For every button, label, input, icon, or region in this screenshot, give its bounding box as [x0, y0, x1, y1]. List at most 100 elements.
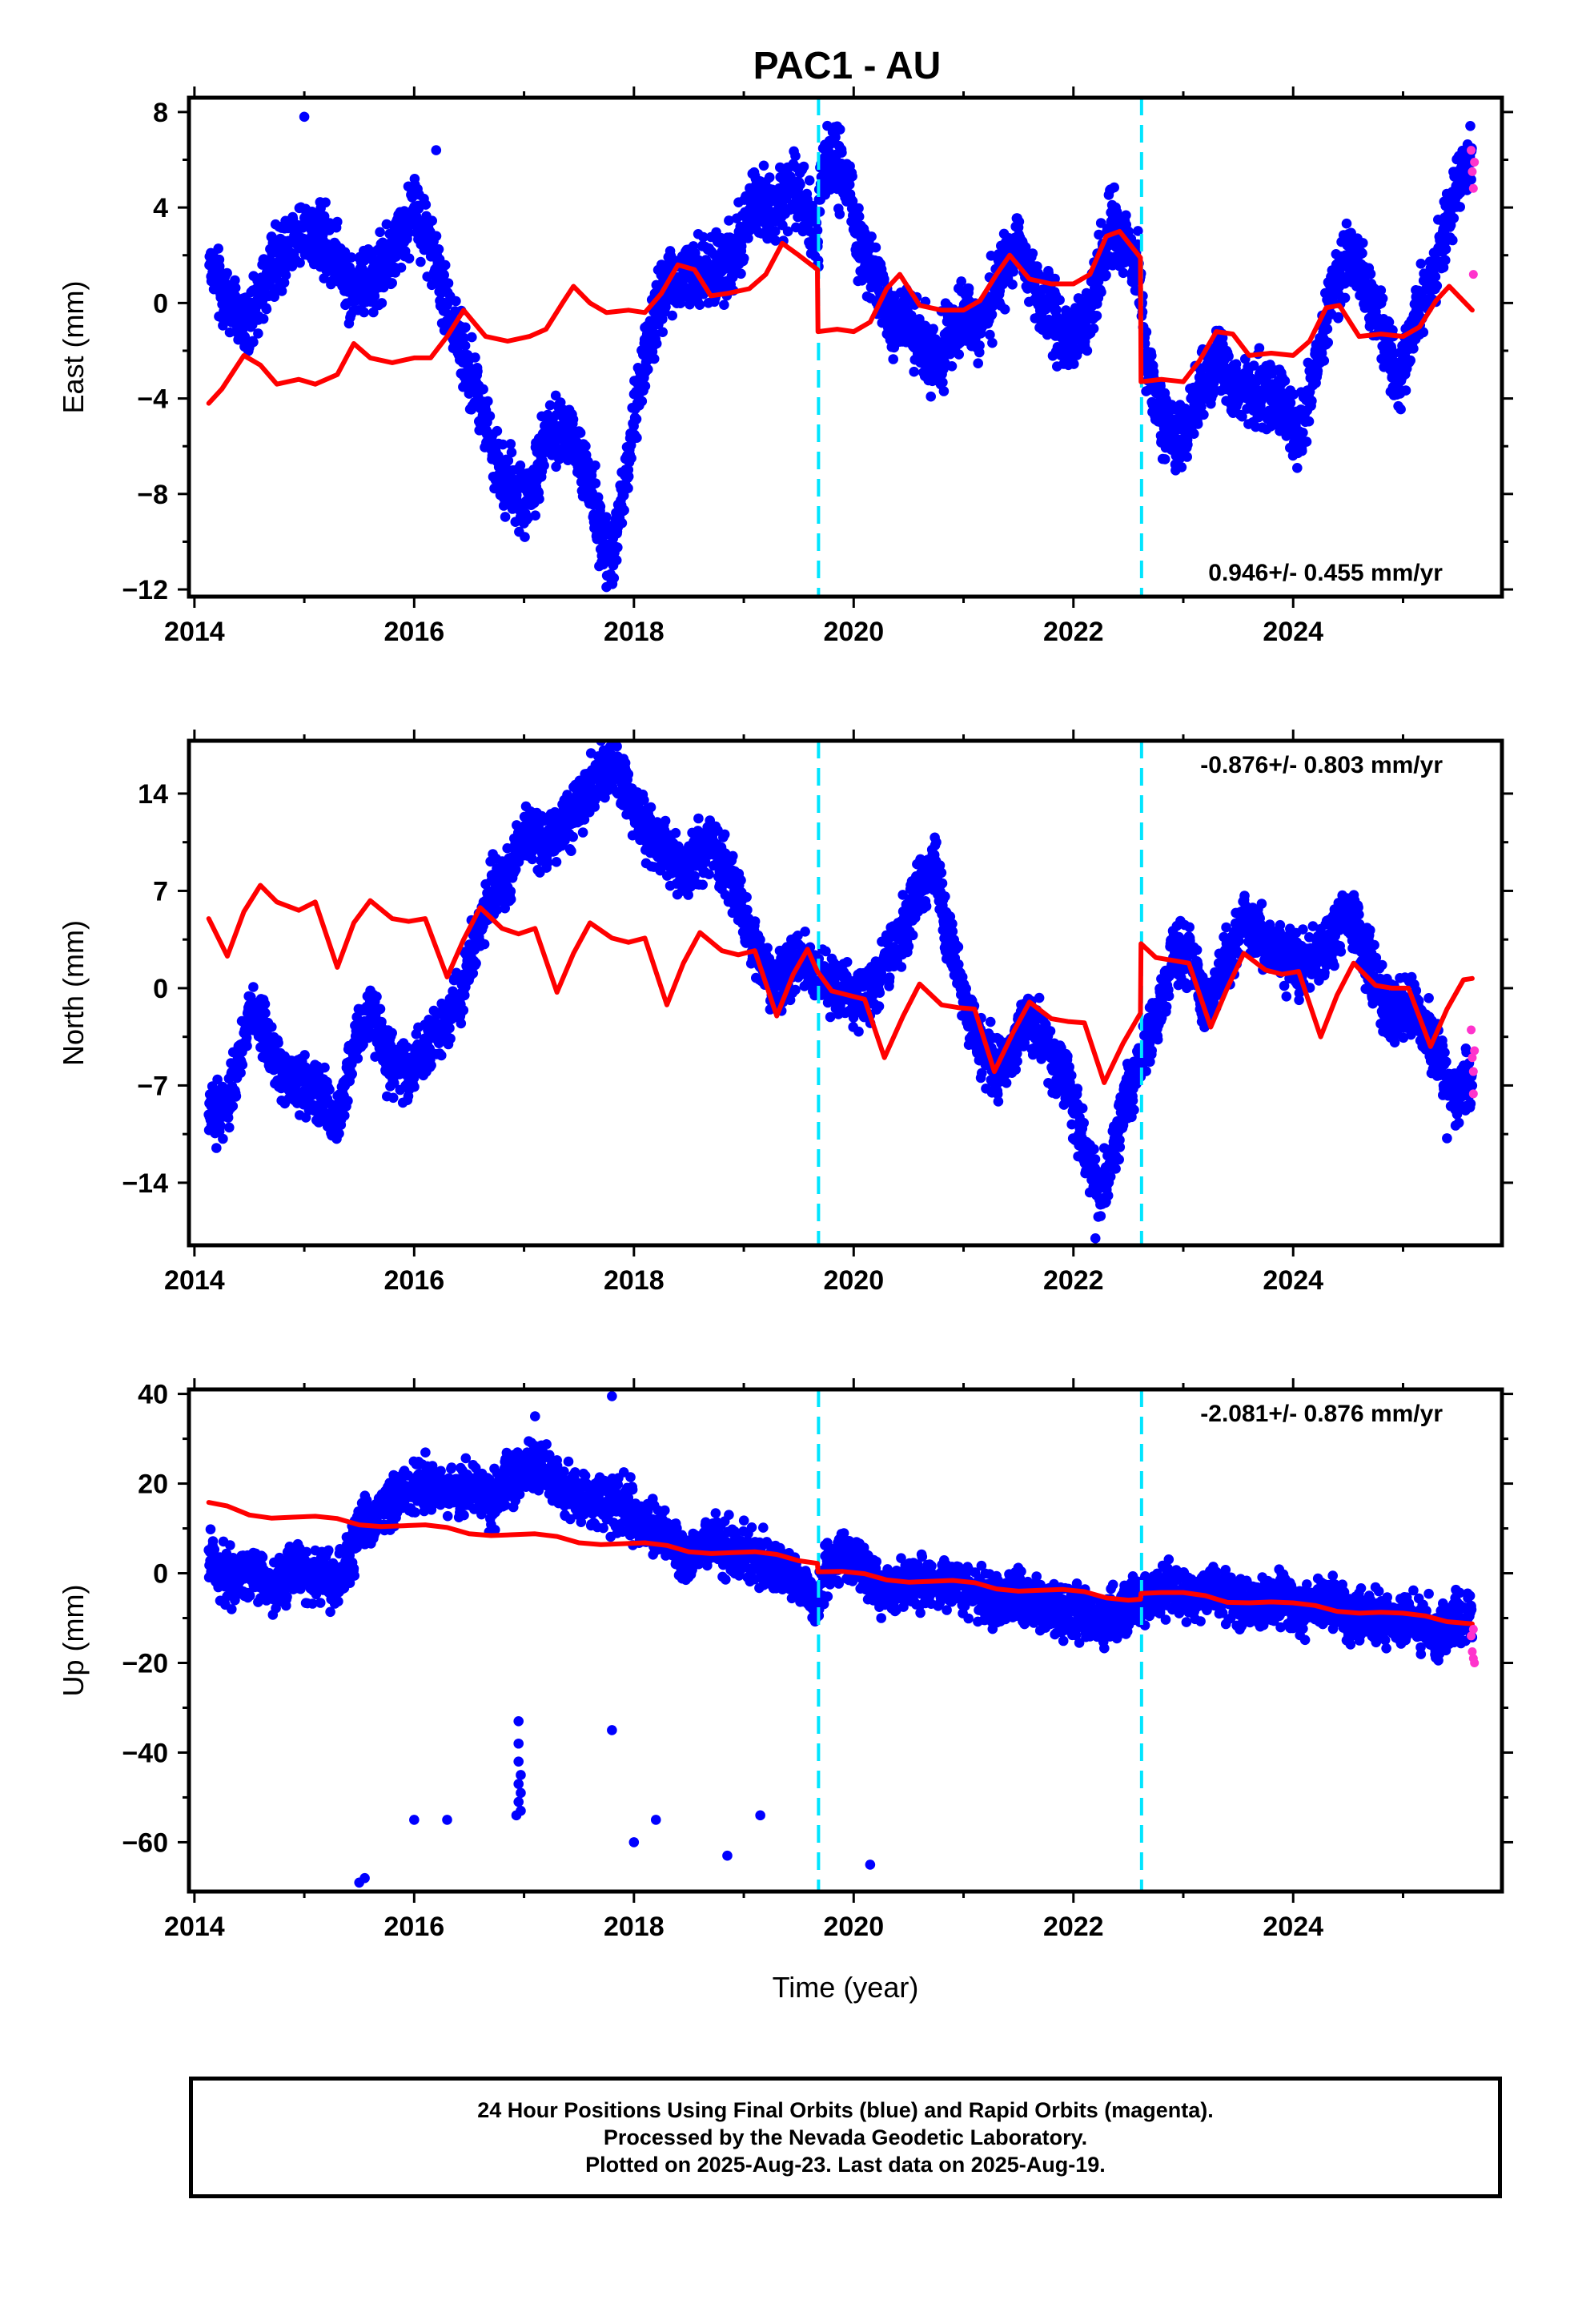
final-orbit-point [1199, 409, 1209, 420]
final-orbit-point [1307, 396, 1317, 406]
x-tick-label: 2022 [1043, 617, 1104, 647]
final-orbit-point [280, 270, 291, 280]
final-orbit-point [484, 411, 496, 421]
final-orbit-point [568, 414, 579, 424]
final-orbit-point [956, 276, 966, 287]
final-orbit-point [926, 391, 936, 402]
final-orbit-point [401, 1042, 412, 1052]
final-orbit-point [694, 300, 705, 311]
final-orbit-point [497, 439, 508, 450]
final-orbit-point [371, 991, 382, 1002]
final-orbit-point [431, 231, 442, 242]
final-orbit-point [276, 286, 287, 296]
final-orbit-point [866, 231, 877, 242]
final-orbit-point [648, 353, 660, 364]
final-orbit-point [224, 1122, 235, 1133]
final-orbit-point [698, 231, 709, 243]
final-orbit-point [260, 1007, 271, 1019]
final-orbit-point [1431, 280, 1443, 292]
final-orbit-point [1050, 273, 1060, 284]
final-orbit-point [387, 1092, 399, 1104]
x-tick-label: 2022 [1043, 1265, 1104, 1296]
final-orbit-point [458, 1005, 469, 1015]
final-orbit-point [359, 307, 370, 318]
final-orbit-point [539, 460, 549, 471]
final-orbit-point [928, 324, 938, 335]
final-orbit-point [601, 581, 612, 593]
east-plot-area [204, 98, 1480, 597]
final-orbit-point [1319, 356, 1330, 366]
final-orbit-point [1182, 439, 1193, 450]
final-orbit-point [1182, 452, 1192, 462]
final-orbit-point [445, 1033, 456, 1044]
y-tick-label: −12 [122, 575, 168, 605]
final-orbit-point [632, 432, 642, 443]
final-orbit-point [986, 309, 998, 320]
final-orbit-point [1141, 327, 1152, 337]
north-y-axis-label: North (mm) [57, 920, 90, 1066]
final-orbit-point [253, 328, 263, 339]
east-plot-frame [187, 95, 1504, 599]
final-orbit-point [1237, 411, 1247, 422]
north-plot-area [203, 741, 1480, 1245]
rapid-orbit-point [1468, 270, 1478, 279]
final-orbit-point [1054, 295, 1065, 306]
final-orbit-point [675, 298, 686, 309]
final-orbit-point [520, 532, 530, 542]
final-orbit-point [1014, 216, 1025, 227]
final-orbit-point [352, 1053, 363, 1063]
final-orbit-point [248, 336, 259, 348]
north-final-orbit-points [203, 741, 1478, 1244]
final-orbit-point [259, 999, 271, 1010]
final-orbit-point [575, 428, 586, 438]
final-orbit-point [544, 400, 556, 411]
final-orbit-point [1303, 416, 1315, 427]
final-orbit-point [467, 332, 477, 343]
final-orbit-point [404, 253, 415, 264]
final-orbit-point [439, 270, 449, 280]
final-orbit-point [1109, 182, 1119, 193]
final-orbit-point [832, 121, 843, 132]
final-orbit-point [592, 492, 604, 503]
x-tick-label: 2018 [604, 1265, 665, 1296]
final-orbit-point [343, 1096, 353, 1106]
final-orbit-point [938, 386, 950, 396]
final-orbit-point [738, 253, 749, 263]
final-orbit-point [468, 968, 479, 979]
final-orbit-point [1466, 174, 1476, 185]
final-orbit-point [218, 1133, 228, 1144]
final-orbit-point [505, 886, 516, 897]
final-orbit-point [853, 203, 864, 214]
final-orbit-point [502, 842, 512, 854]
final-orbit-point [332, 216, 343, 227]
x-tick-label: 2018 [604, 617, 665, 647]
final-orbit-point [804, 175, 815, 186]
final-orbit-point [1007, 279, 1018, 290]
final-orbit-point [1440, 243, 1452, 255]
final-orbit-point [212, 1074, 223, 1085]
final-orbit-point [460, 990, 470, 1001]
final-orbit-point [612, 542, 623, 553]
final-orbit-point [1440, 255, 1451, 266]
final-orbit-point [1101, 270, 1111, 280]
final-orbit-point [743, 233, 753, 243]
final-orbit-point [440, 259, 451, 271]
final-orbit-point [1146, 350, 1157, 361]
final-orbit-point [319, 211, 330, 222]
final-orbit-point [1312, 365, 1323, 376]
final-orbit-point [879, 274, 889, 284]
final-orbit-point [623, 471, 634, 482]
final-orbit-point [375, 1003, 386, 1015]
final-orbit-point [853, 211, 865, 222]
y-tick-label: −8 [137, 480, 168, 510]
final-orbit-point [227, 1100, 239, 1112]
final-orbit-point [946, 361, 958, 372]
final-orbit-point [844, 179, 855, 190]
x-tick-label: 2014 [164, 617, 225, 647]
final-orbit-point [1008, 266, 1018, 277]
final-orbit-point [1323, 337, 1333, 348]
y-tick-label: −4 [137, 384, 168, 415]
final-orbit-point [230, 275, 240, 286]
final-orbit-point [478, 384, 488, 395]
final-orbit-point [1223, 351, 1234, 362]
